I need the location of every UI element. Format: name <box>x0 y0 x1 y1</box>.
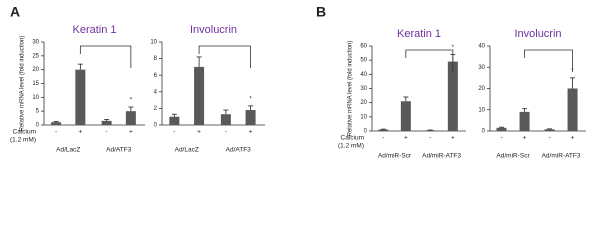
condition-label: - <box>106 129 108 136</box>
condition-label: - <box>429 135 431 142</box>
condition-unit: (1.2 mM) <box>10 137 36 144</box>
y-axis-label: Relative mRNA level (fold induction) <box>348 41 354 137</box>
comparison-bracket <box>524 49 573 72</box>
y-tick-label: 10 <box>150 40 157 46</box>
group-label: Ad/miR-ATF3 <box>422 153 461 160</box>
y-tick-label: 6 <box>154 73 158 79</box>
y-tick-label: 50 <box>360 58 367 64</box>
bar <box>125 111 136 125</box>
y-tick-label: 20 <box>32 67 39 73</box>
chart-title: Keratin 1 <box>397 28 441 40</box>
condition-label: + <box>571 135 575 142</box>
bar <box>51 122 62 125</box>
y-tick-label: 5 <box>36 109 40 115</box>
comparison-bracket <box>405 49 454 72</box>
condition-name: Calcium <box>13 129 36 136</box>
bar <box>544 129 555 131</box>
y-tick-label: 15 <box>32 81 39 87</box>
bar <box>378 129 389 131</box>
condition-label: - <box>55 129 57 136</box>
y-tick-label: 10 <box>478 107 485 113</box>
condition-label: + <box>523 135 527 142</box>
group-label: Ad/miR-ATF3 <box>542 153 581 160</box>
condition-label: - <box>548 135 550 142</box>
bar <box>519 111 530 131</box>
y-tick-label: 25 <box>32 53 39 59</box>
panel-label: B <box>316 4 326 20</box>
bar <box>220 114 231 125</box>
y-tick-label: 2 <box>154 106 158 112</box>
panel-label: A <box>10 4 20 20</box>
condition-label: + <box>78 129 82 136</box>
y-tick-label: 30 <box>32 40 39 46</box>
bar <box>400 101 411 131</box>
y-tick-label: 40 <box>360 72 367 78</box>
y-tick-label: 0 <box>154 123 158 129</box>
group-label: Ad/LacZ <box>56 147 80 154</box>
bar <box>169 116 180 125</box>
bar <box>425 130 436 131</box>
y-tick-label: 10 <box>32 95 39 101</box>
condition-name: Calcium <box>341 135 364 142</box>
condition-label: - <box>382 135 384 142</box>
y-tick-label: 0 <box>482 129 486 135</box>
y-tick-label: 0 <box>36 123 40 129</box>
y-tick-label: 40 <box>478 44 485 50</box>
chart-title: Keratin 1 <box>72 24 116 36</box>
chart-title: Involucrin <box>514 28 561 40</box>
condition-label: - <box>173 129 175 136</box>
condition-label: + <box>404 135 408 142</box>
y-tick-label: 60 <box>360 44 367 50</box>
condition-unit: (1.2 mM) <box>338 143 364 150</box>
significance-marker: * <box>452 45 455 51</box>
group-label: Ad/ATF3 <box>226 147 252 154</box>
y-axis-label: Relative mRNA level (fold induction) <box>20 36 26 132</box>
y-tick-label: 4 <box>154 89 158 95</box>
condition-label: + <box>129 129 133 136</box>
bar <box>245 110 256 125</box>
condition-label: + <box>451 135 455 142</box>
bar <box>101 120 112 125</box>
comparison-bracket <box>198 45 251 68</box>
y-tick-label: 30 <box>360 86 367 92</box>
y-tick-label: 10 <box>360 114 367 120</box>
group-label: Ad/ATF3 <box>106 147 132 154</box>
comparison-bracket <box>79 45 132 68</box>
y-tick-label: 20 <box>478 86 485 92</box>
bar <box>496 127 507 131</box>
y-tick-label: 20 <box>360 100 367 106</box>
group-label: Ad/miR-Scr <box>378 153 412 160</box>
significance-marker: * <box>249 96 252 102</box>
bar <box>567 88 578 131</box>
condition-label: - <box>225 129 227 136</box>
bar <box>447 61 458 132</box>
chart-title: Involucrin <box>190 24 237 36</box>
y-tick-label: 0 <box>364 129 368 135</box>
group-label: Ad/LacZ <box>175 147 199 154</box>
bar <box>75 69 86 125</box>
condition-label: + <box>197 129 201 136</box>
group-label: Ad/miR-Scr <box>496 153 530 160</box>
significance-marker: * <box>130 98 133 104</box>
condition-label: + <box>249 129 253 136</box>
y-tick-label: 30 <box>478 65 485 71</box>
condition-label: - <box>500 135 502 142</box>
y-tick-label: 8 <box>154 56 158 62</box>
bar <box>194 66 205 125</box>
